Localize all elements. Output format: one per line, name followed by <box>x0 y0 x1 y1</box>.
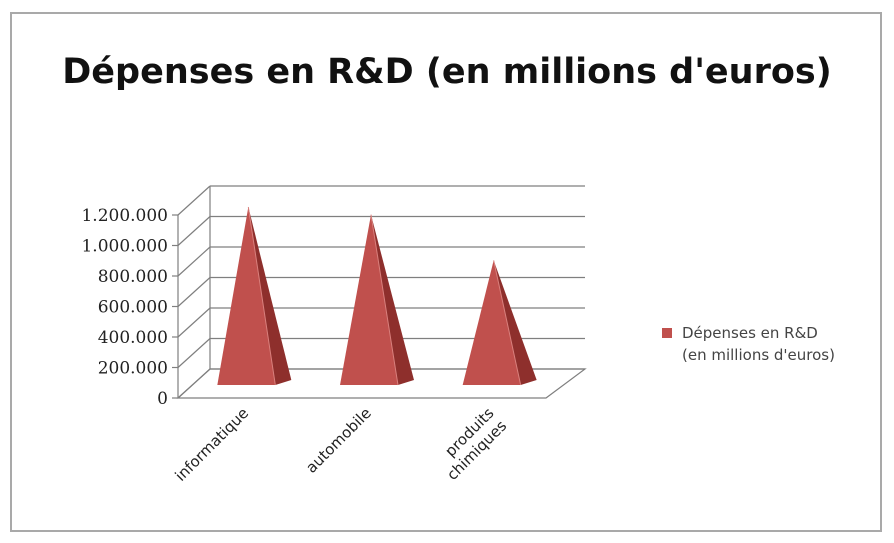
x-tick-label: informatique <box>171 404 252 485</box>
y-tick-label: 400.000 <box>98 328 168 348</box>
pyramid-edge <box>493 260 522 386</box>
legend-swatch <box>662 328 672 338</box>
y-tick-label: 1.200.000 <box>81 206 168 226</box>
gridline-side <box>177 307 211 338</box>
chart-title: Dépenses en R&D (en millions d'euros) <box>62 52 832 92</box>
pyramid-front-face <box>462 260 521 385</box>
chart-floor <box>176 368 587 399</box>
gridline-side <box>177 338 211 368</box>
pyramid-side-face <box>493 260 537 385</box>
y-tick-label: 200.000 <box>98 359 168 379</box>
x-tick-label: automobile <box>302 404 375 477</box>
y-tick-label: 800.000 <box>98 267 168 287</box>
y-tick-label: 1.000.000 <box>81 237 168 257</box>
gridline-side <box>177 216 211 246</box>
gridline-side <box>177 246 211 277</box>
y-tick-label: 0 <box>157 389 168 409</box>
pyramid-side-face <box>248 207 292 385</box>
gridline-side <box>177 277 211 307</box>
pyramid-edge <box>370 214 399 386</box>
pyramid-side-face <box>371 214 414 385</box>
gridline-side <box>177 185 211 216</box>
x-tick-label-line: informatique <box>171 404 252 485</box>
x-tick-label-line: automobile <box>302 404 375 477</box>
pyramid-front-face <box>340 214 398 385</box>
pyramid-front-face <box>217 207 276 385</box>
legend-label: Dépenses en R&D (en millions d'euros) <box>682 324 835 364</box>
y-tick-label: 600.000 <box>98 298 168 318</box>
chart-area <box>10 12 882 532</box>
pyramid-edge <box>247 206 276 386</box>
